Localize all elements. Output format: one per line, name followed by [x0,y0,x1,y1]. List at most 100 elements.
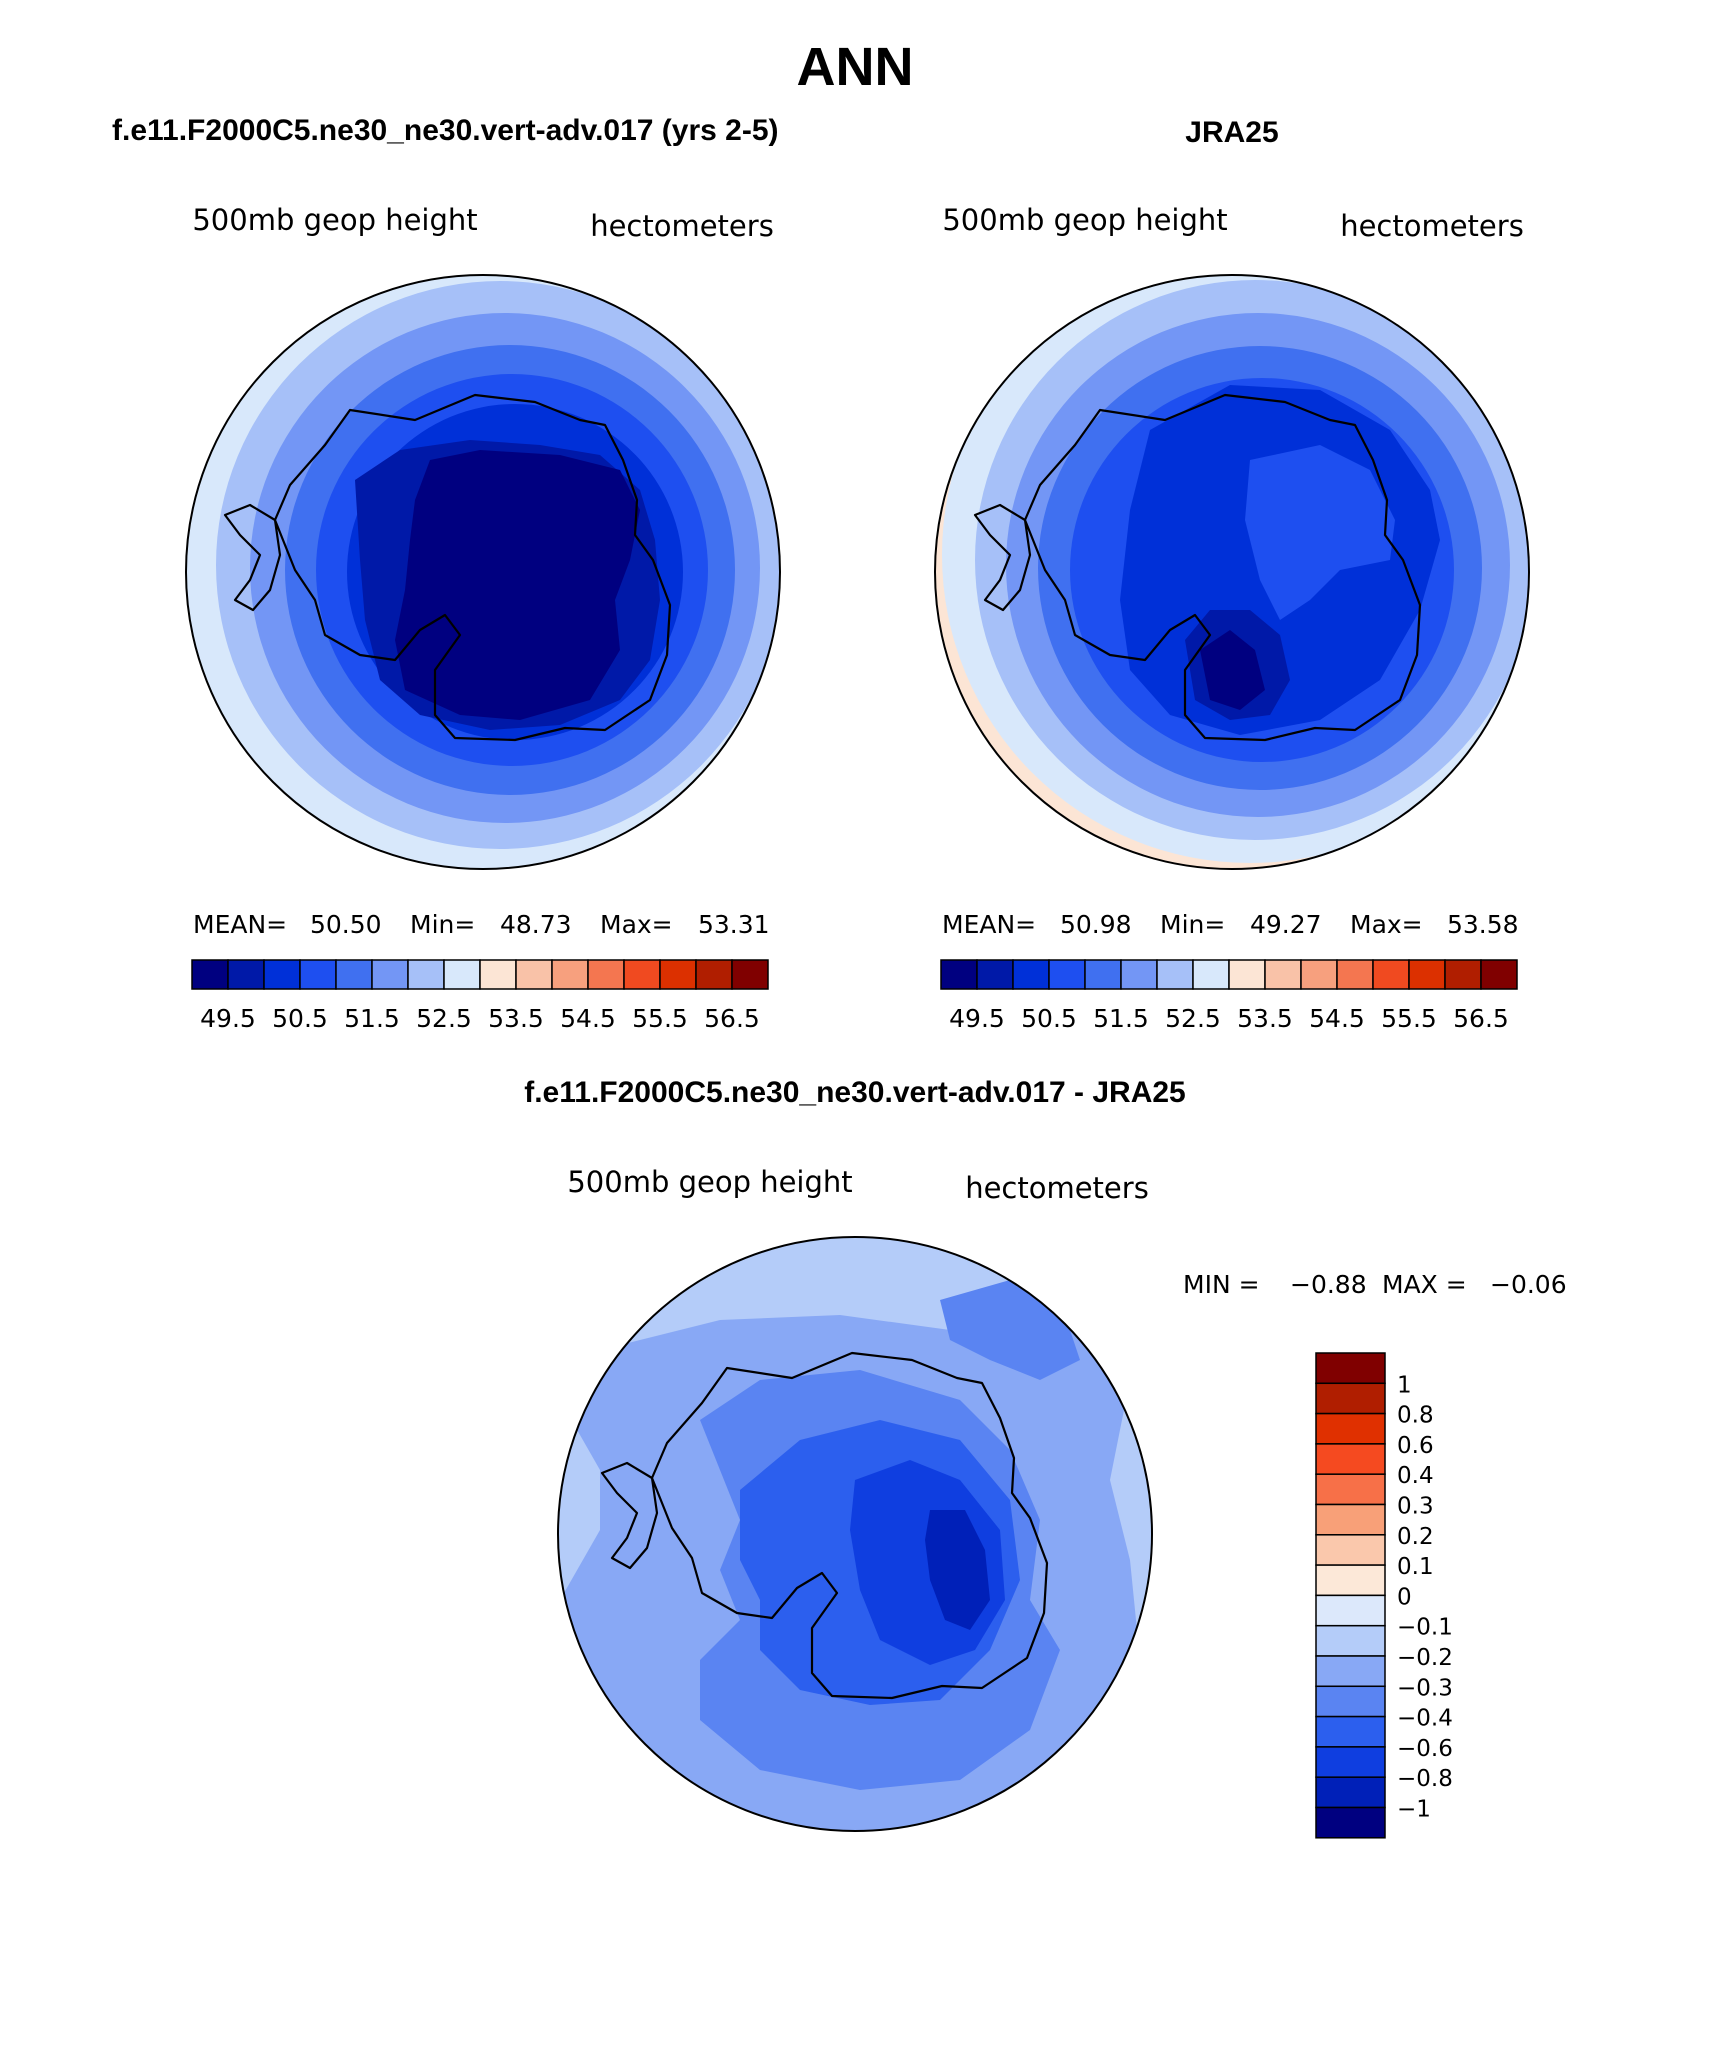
panel-diff-stats: MIN = −0.88 MAX = −0.06 [1183,1270,1567,1299]
colorbar-swatch [1315,1382,1386,1415]
colorbar-tick-label: 0.8 [1397,1403,1434,1429]
stat-max-label: Max= [1350,910,1423,939]
colorbar-tick-label: −0.4 [1397,1706,1453,1732]
colorbar-swatch [335,959,373,990]
colorbar-tick-label: 0.4 [1397,1463,1434,1489]
stat-mean-label: MEAN= [193,910,287,939]
colorbar-swatch [1228,959,1266,990]
colorbar-tick-label: 0.3 [1397,1494,1434,1520]
colorbar-tick-label: −1 [1397,1797,1431,1823]
colorbar-swatch [551,959,589,990]
panel-obs: JRA25 500mb geop height hectometers MEAN… [934,116,1530,1033]
stat-max-label: Max= [600,910,673,939]
colorbar-swatch [1315,1412,1386,1445]
panel-diff: f.e11.F2000C5.ne30_ne30.vert-adv.017 - J… [524,1076,1567,1839]
colorbar-swatch [623,959,661,990]
colorbar-tick-label: 55.5 [1381,1004,1437,1033]
colorbar-swatch [1315,1655,1386,1688]
panel-obs-map [935,275,1529,869]
panel-model-header: f.e11.F2000C5.ne30_ne30.vert-adv.017 (yr… [112,114,779,147]
colorbar-tick-label: 51.5 [344,1004,400,1033]
colorbar-swatch [191,959,229,990]
colorbar-swatch [731,959,769,990]
colorbar-tick-label: 53.5 [1237,1004,1293,1033]
panel-model-map [186,275,780,869]
colorbar-swatch [1315,1624,1386,1657]
stat-mean-label: MEAN= [942,910,1036,939]
colorbar-swatch [1156,959,1194,990]
colorbar-swatch [1315,1443,1386,1475]
colorbar-swatch [695,959,733,990]
colorbar-swatch [371,959,409,990]
colorbar-swatch [1372,959,1410,990]
colorbar-tick-label: 0.6 [1397,1433,1434,1459]
colorbar-swatch [1084,959,1122,990]
stat-mean-value: 50.50 [310,910,382,939]
colorbar-tick-label: 0.2 [1397,1524,1434,1550]
colorbar-swatch [1315,1534,1386,1566]
colorbar-swatch [1315,1473,1386,1506]
colorbar-swatch [1315,1352,1386,1385]
stat-min-value: 49.27 [1250,910,1322,939]
stat-max-label: MAX = [1382,1270,1467,1299]
stat-min-label: Min= [1160,910,1225,939]
stat-max-value: 53.58 [1447,910,1519,939]
panel-obs-colorbar: 49.5 50.5 51.5 52.5 53.5 54.5 55.5 56.5 [940,959,1518,1033]
colorbar-tick-label: 54.5 [1309,1004,1365,1033]
stat-min-value: −0.88 [1290,1270,1367,1299]
colorbar-tick-label: 49.5 [200,1004,256,1033]
colorbar-swatch [587,959,625,990]
panel-model-colorbar: 49.5 50.5 51.5 52.5 53.5 54.5 55.5 56.5 [191,959,769,1033]
panel-model-variable-label: 500mb geop height [192,203,477,237]
stat-max-value: 53.31 [698,910,770,939]
colorbar-tick-label: 50.5 [272,1004,328,1033]
panel-obs-header: JRA25 [1185,116,1278,149]
colorbar-swatch [1315,1503,1386,1536]
colorbar-swatch [1315,1746,1386,1778]
colorbar-swatch [1315,1776,1386,1809]
colorbar-swatch [1192,959,1230,990]
colorbar-swatch [976,959,1014,990]
panel-diff-colorbar: 1 0.8 0.6 0.4 0.3 0.2 0.1 0 −0.1 −0.2 −0.3 −0.4 −0.6… [1315,1352,1453,1839]
panel-diff-map-border [557,1236,1153,1832]
panel-diff-units-label: hectometers [965,1171,1149,1205]
colorbar-swatch [1315,1564,1386,1597]
colorbar-tick-label: −0.8 [1397,1766,1453,1792]
stat-min-label: Min= [410,910,475,939]
panel-model-units-label: hectometers [590,209,774,243]
panel-diff-header: f.e11.F2000C5.ne30_ne30.vert-adv.017 - J… [524,1076,1186,1109]
colorbar-tick-label: 51.5 [1093,1004,1149,1033]
colorbar-tick-label: −0.1 [1397,1615,1453,1641]
panel-diff-variable-label: 500mb geop height [567,1165,852,1199]
colorbar-swatch [1315,1685,1386,1718]
colorbar-swatch [1480,959,1518,990]
colorbar-tick-label: 0 [1397,1584,1412,1610]
colorbar-swatch [1264,959,1302,990]
colorbar-tick-label: 49.5 [949,1004,1005,1033]
panel-model-stats: MEAN= 50.50 Min= 48.73 Max= 53.31 [193,910,770,939]
colorbar-tick-label: 1 [1397,1372,1412,1398]
stat-min-label: MIN = [1183,1270,1260,1299]
colorbar-tick-label: −0.2 [1397,1645,1453,1671]
colorbar-tick-label: 53.5 [488,1004,544,1033]
colorbar-swatch [1336,959,1374,990]
panel-diff-map [558,1237,1152,1831]
colorbar-swatch [940,959,978,990]
colorbar-tick-label: −0.3 [1397,1675,1453,1701]
colorbar-swatch [1120,959,1158,990]
panel-model: f.e11.F2000C5.ne30_ne30.vert-adv.017 (yr… [112,114,781,1033]
panel-obs-variable-label: 500mb geop height [942,203,1227,237]
colorbar-tick-label: 56.5 [1453,1004,1509,1033]
panel-obs-units-label: hectometers [1340,209,1524,243]
colorbar-swatch [1315,1715,1386,1748]
colorbar-tick-label: −0.6 [1397,1736,1453,1762]
colorbar-swatch [407,959,445,990]
colorbar-tick-label: 0.1 [1397,1554,1434,1580]
stat-max-value: −0.06 [1490,1270,1567,1299]
colorbar-tick-label: 54.5 [560,1004,616,1033]
colorbar-swatch [1012,959,1050,990]
colorbar-swatch [659,959,697,990]
colorbar-swatch [479,959,517,990]
colorbar-swatch [1444,959,1482,990]
